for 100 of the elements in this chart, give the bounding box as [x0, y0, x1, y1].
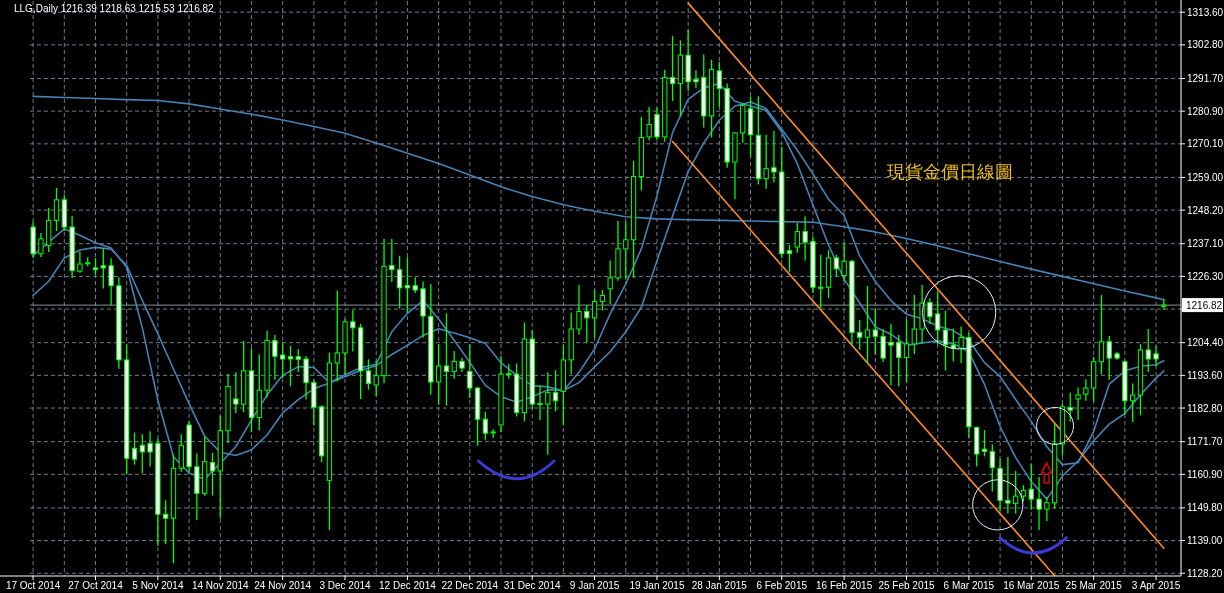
candlestick	[802, 216, 808, 261]
candlestick	[872, 308, 878, 355]
candlestick	[786, 244, 793, 272]
candlestick	[1067, 392, 1073, 422]
candlestick	[365, 359, 372, 390]
candlestick	[1044, 496, 1050, 521]
x-tick-label: 6 Feb 2015	[756, 580, 808, 591]
candlestick	[1106, 335, 1112, 380]
y-tick-label: 1204.40	[1187, 337, 1224, 349]
x-tick-label: 5 Nov 2014	[132, 580, 184, 591]
candlestick	[1075, 387, 1081, 420]
candlestick	[1036, 476, 1042, 531]
candlestick	[552, 370, 559, 412]
y-tick-label: 1237.10	[1187, 238, 1224, 250]
y-tick-label: 1171.70	[1187, 436, 1223, 448]
candlestick	[599, 289, 606, 311]
candlestick	[1028, 464, 1034, 510]
candlestick	[443, 313, 450, 406]
y-tick-label: 1193.60	[1187, 369, 1223, 381]
candlestick	[1145, 329, 1151, 373]
y-tick-label: 1313.60	[1187, 6, 1224, 18]
x-tick-label: 14 Nov 2014	[191, 580, 250, 591]
candlestick	[537, 385, 543, 420]
y-tick-label: 1248.20	[1187, 204, 1224, 216]
y-tick-label: 1149.80	[1187, 502, 1223, 514]
x-tick-label: 31 Dec 2014	[503, 580, 561, 591]
x-tick-label: 9 Jan 2015	[569, 580, 620, 591]
candlestick	[1153, 345, 1159, 367]
candlestick	[280, 342, 286, 379]
x-tick-label: 6 Mar 2015	[943, 580, 995, 591]
candlestick	[989, 444, 995, 492]
x-tick-label: 3 Dec 2014	[319, 580, 372, 591]
candlestick	[833, 254, 839, 277]
candlestick	[163, 500, 169, 545]
candlestick	[864, 286, 871, 363]
candlestick	[295, 349, 301, 373]
candlestick	[958, 326, 964, 363]
x-tick-label: 28 Jan 2015	[691, 580, 748, 591]
candlestick	[716, 62, 722, 107]
candlestick	[139, 434, 145, 474]
candlestick	[693, 70, 699, 89]
candlestick	[1130, 383, 1136, 423]
candlestick	[880, 329, 886, 363]
y-tick-label: 1291.70	[1187, 72, 1224, 84]
candlestick	[607, 260, 613, 304]
x-tick-label: 24 Nov 2014	[254, 580, 312, 591]
candlestick	[950, 328, 956, 362]
candlestick	[1013, 470, 1019, 514]
candlestick	[53, 187, 60, 232]
candlestick	[903, 319, 910, 383]
candlestick	[389, 238, 395, 282]
x-tick-label: 16 Feb 2015	[816, 580, 873, 591]
y-tick-label: 1280.90	[1187, 105, 1224, 117]
candlestick	[841, 243, 847, 282]
candlestick	[233, 372, 239, 414]
candlestick	[942, 310, 949, 371]
x-tick-label: 25 Feb 2015	[878, 580, 936, 591]
x-tick-label: 3 Apr 2015	[1131, 580, 1181, 591]
y-tick-label: 1270.10	[1187, 138, 1224, 150]
candlestick	[654, 107, 660, 141]
x-tick-label: 22 Dec 2014	[441, 580, 499, 591]
y-tick-label: 1302.80	[1187, 39, 1224, 51]
candlestick	[888, 323, 894, 386]
x-tick-label: 17 Oct 2014	[5, 580, 61, 591]
candlestick	[857, 319, 863, 350]
y-tick-label: 1128.20	[1187, 567, 1223, 579]
candlestick	[147, 431, 153, 467]
candlestick	[272, 335, 278, 380]
ref-line-label: 1216.82	[1186, 299, 1223, 311]
x-tick-label: 25 Mar 2015	[1065, 580, 1123, 591]
candlestick	[576, 284, 582, 335]
y-tick-label: 1160.90	[1187, 468, 1223, 480]
y-tick-label: 1182.80	[1187, 402, 1223, 414]
candlestick	[178, 434, 184, 472]
candlestick	[794, 223, 800, 253]
y-tick-label: 1139.00	[1187, 535, 1223, 547]
candlestick	[396, 255, 403, 309]
candlestick	[591, 289, 598, 338]
candlestick	[334, 290, 340, 382]
candlestick	[435, 344, 442, 405]
candlestick	[404, 257, 411, 314]
candlestick	[303, 355, 309, 400]
candlestick	[100, 248, 106, 289]
candlestick	[373, 361, 379, 397]
candlestick	[451, 351, 457, 379]
candlestick	[467, 344, 473, 399]
candlestick	[38, 233, 44, 258]
candlestick	[763, 134, 769, 189]
chart-title: LLG,Daily 1216.39 1218.63 1215.53 1216.82	[14, 3, 215, 14]
candlestick	[482, 411, 489, 440]
candlestick	[896, 335, 902, 387]
x-tick-label: 27 Oct 2014	[68, 580, 124, 591]
candlestick	[935, 291, 941, 345]
annotation: 現貨金價日線圖	[887, 161, 1014, 182]
candlestick	[1098, 295, 1105, 375]
candlestick	[818, 254, 824, 308]
y-tick-label: 1226.30	[1187, 270, 1224, 282]
candlestick	[108, 258, 114, 306]
candlestick	[669, 36, 676, 101]
x-tick-label: 12 Dec 2014	[379, 580, 437, 591]
